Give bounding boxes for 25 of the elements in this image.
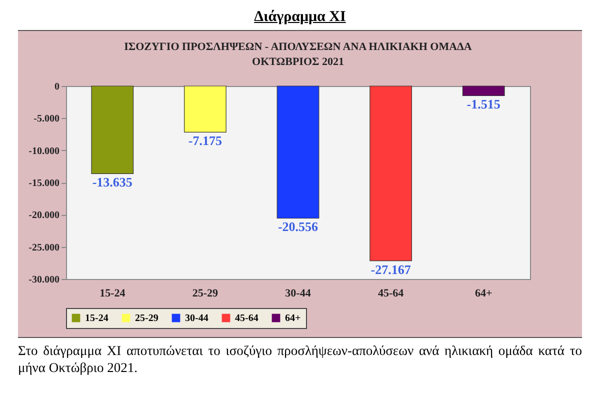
data-label: -1.515	[466, 96, 501, 112]
x-tick-label: 15-24	[100, 288, 126, 300]
y-tick-label: -20.000	[28, 210, 60, 222]
x-tick-label: 30-44	[285, 288, 312, 300]
chart-subtitle: ΙΣΟΖΥΓΙΟ ΠΡΟΣΛΗΨΕΩΝ - ΑΠΟΛΥΣΕΩΝ ΑΝΑ ΗΛΙΚΙΑΚΗ ΟΜΑΔΑ ΟΚΤΩΒΡΙΟΣ 2021	[124, 41, 472, 68]
y-tick-label: 0	[54, 82, 60, 92]
data-label: -27.167	[370, 262, 412, 277]
data-label: -7.175	[188, 133, 222, 148]
legend-label: 30-44	[185, 313, 208, 324]
x-tick-label: 25-29	[192, 288, 219, 300]
legend-label: 64+	[285, 313, 301, 324]
y-tick-label: -25.000	[28, 242, 60, 254]
y-tick-label: -30.000	[28, 274, 60, 286]
y-tick-label: -5.000	[34, 114, 60, 125]
legend-label: 25-29	[135, 313, 158, 324]
legend-label: 15-24	[85, 313, 108, 324]
x-tick-label: 64+	[474, 288, 492, 300]
data-label: -13.635	[92, 174, 133, 190]
x-tick-label: 45-64	[378, 288, 404, 300]
data-label: -20.556	[278, 219, 319, 234]
legend-label: 45-64	[235, 313, 258, 324]
y-tick-label: -15.000	[28, 178, 60, 189]
y-tick-label: -10.000	[28, 146, 60, 157]
chart-title: Διάγραμμα XI	[253, 8, 347, 27]
text: Στο διάγραμμα XI αποτυπώνεται το ισοζύγιο προσλήψεων-απολύσεων ανά ηλικιακή ομάδα κατά το μήνα Οκτώβριο 2021.	[18, 342, 582, 376]
